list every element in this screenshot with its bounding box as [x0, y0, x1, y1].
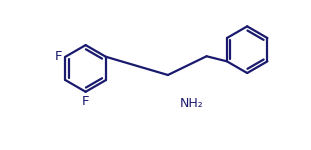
Text: F: F — [54, 50, 62, 63]
Text: NH₂: NH₂ — [180, 97, 203, 110]
Text: F: F — [82, 95, 89, 108]
